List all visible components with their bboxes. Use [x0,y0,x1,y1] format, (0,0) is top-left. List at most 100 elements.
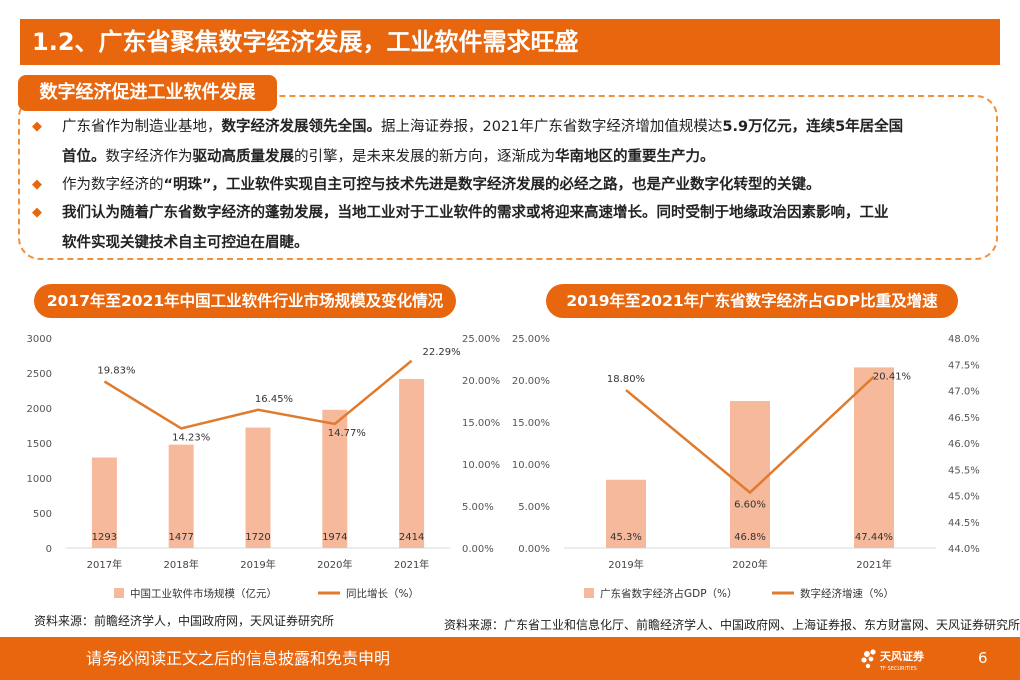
x-tick-label: 2018年 [163,558,198,571]
legend-line-label: 数字经济增速（%） [800,587,894,600]
legend-bar-label: 中国工业软件市场规模（亿元） [130,587,277,600]
y-right-tick-label: 44.0% [948,544,980,555]
y-right-tick-label: 20.00% [462,376,500,387]
bullet-text-run: 广东省作为制造业基地， [62,119,222,135]
y-left-tick-label: 5.00% [518,502,550,513]
y-right-tick-label: 0.00% [462,544,494,555]
bullet-text-run: 据上海证券报，2021年广东省数字经济增加值规模达 [381,119,723,135]
bullet-2-text: 作为数字经济的“明珠”，工业软件实现自主可控与技术先进是数字经济发展的必经之路，… [62,170,982,200]
x-tick-label: 2017年 [87,558,122,571]
footer-disclaimer: 请务必阅读正文之后的信息披露和免责申明 [86,649,391,668]
y-left-tick-label: 20.00% [512,376,550,387]
line-data-label: 19.83% [97,365,135,376]
bullet-3-line-2: 软件实现关键技术自主可控迫在眉睫。 [62,235,309,251]
y-right-tick-label: 46.5% [948,413,980,424]
bar [730,401,770,548]
bullet-text-run: “明珠”，工业软件实现自主可控与技术先进是数字经济发展的必经之路，也是产业数字化… [163,177,821,193]
diamond-icon: ◆ [32,177,42,192]
bullet-3-text: 我们认为随着广东省数字经济的蓬勃发展，当地工业对于工业软件的需求或将迎来高速增长… [62,198,982,258]
legend-bar-swatch [114,588,124,598]
line-data-label: 14.23% [172,432,210,443]
bullet-text-run: 作为数字经济的 [62,177,164,193]
bullet-text-run: 首位。 [62,149,106,165]
bar-data-label: 1293 [92,532,117,543]
bullet-text-run: 5.9万亿元，连续5年居全国 [722,119,904,135]
bullet-text-run: 数字经济作为 [105,149,193,165]
chart-2-title-pill: 2019年至2021年广东省数字经济占GDP比重及增速 [546,284,958,318]
y-right-tick-label: 48.0% [948,334,980,345]
bar [168,444,194,548]
line-data-label: 6.60% [734,500,766,511]
bullet-1-line-2: 首位。数字经济作为驱动高质量发展的引擎，是未来发展的新方向，逐渐成为华南地区的重… [62,149,715,165]
bullet-text-run: 华南地区的重要生产力。 [555,149,715,165]
bar-data-label: 1974 [322,532,347,543]
y-left-tick-label: 3000 [27,334,52,345]
bar-data-label: 2414 [399,532,424,543]
y-left-tick-label: 2500 [27,369,52,380]
diamond-icon: ◆ [32,205,42,220]
y-left-tick-label: 1500 [27,439,52,450]
bullet-item-2: ◆ 作为数字经济的“明珠”，工业软件实现自主可控与技术先进是数字经济发展的必经之… [32,170,982,200]
y-right-tick-label: 10.00% [462,460,500,471]
bar [399,379,425,548]
footer-bar: 请务必阅读正文之后的信息披露和免责申明 6 [0,637,1020,680]
bar-data-label: 46.8% [734,532,766,543]
bar [606,479,646,548]
chart-1-title-pill: 2017年至2021年中国工业软件行业市场规模及变化情况 [34,284,456,318]
bullet-1-text: 广东省作为制造业基地，数字经济发展领先全国。据上海证券报，2021年广东省数字经… [62,112,982,172]
bullet-2-line-1: 作为数字经济的“明珠”，工业软件实现自主可控与技术先进是数字经济发展的必经之路，… [62,177,821,193]
y-left-tick-label: 15.00% [512,418,550,429]
y-right-tick-label: 46.0% [948,439,980,450]
y-right-tick-label: 45.5% [948,465,980,476]
bullet-text-run: 软件实现关键技术自主可控迫在眉睫。 [62,235,309,251]
y-left-tick-label: 0.00% [518,544,550,555]
chart-2-title: 2019年至2021年广东省数字经济占GDP比重及增速 [566,292,938,310]
x-tick-label: 2019年 [240,558,275,571]
bullet-text-run: 的引擎，是未来发展的新方向，逐渐成为 [294,149,555,165]
section-label: 数字经济促进工业软件发展 [18,75,277,111]
x-tick-label: 2020年 [317,558,352,571]
bullet-item-3: ◆ 我们认为随着广东省数字经济的蓬勃发展，当地工业对于工业软件的需求或将迎来高速… [32,198,982,258]
bullet-item-1: ◆ 广东省作为制造业基地，数字经济发展领先全国。据上海证券报，2021年广东省数… [32,112,982,172]
y-left-tick-label: 0 [46,544,52,555]
bar [854,367,894,548]
line-data-label: 20.41% [873,372,911,383]
title-bar: 1.2、广东省聚焦数字经济发展，工业软件需求旺盛 [20,19,1000,65]
bar [245,427,271,548]
flower-icon [861,649,876,669]
chart-1-title: 2017年至2021年中国工业软件行业市场规模及变化情况 [46,292,444,310]
y-right-tick-label: 47.5% [948,360,980,371]
y-left-tick-label: 25.00% [512,334,550,345]
bullet-1-line-1: 广东省作为制造业基地，数字经济发展领先全国。据上海证券报，2021年广东省数字经… [62,119,903,135]
bullet-text-run: 驱动高质量发展 [192,149,295,165]
x-tick-label: 2021年 [856,558,891,571]
chart-1-source: 资料来源：前瞻经济学人，中国政府网，天风证券研究所 [34,614,335,628]
y-left-tick-label: 1000 [27,474,52,485]
y-right-tick-label: 45.0% [948,492,980,503]
y-right-tick-label: 25.00% [462,334,500,345]
bullet-text-run: 我们认为随着广东省数字经济的蓬勃发展，当地工业对于工业软件的需求或将迎来高速增长… [62,205,889,221]
page-title: 1.2、广东省聚焦数字经济发展，工业软件需求旺盛 [32,28,579,56]
line-data-label: 16.45% [255,394,293,405]
legend-bar-swatch [584,588,594,598]
page-number: 6 [978,649,988,667]
legend-bar-label: 广东省数字经济占GDP（%） [600,587,738,600]
x-tick-label: 2020年 [732,558,767,571]
y-right-tick-label: 5.00% [462,502,494,513]
bar [322,409,348,548]
bar-data-label: 1477 [168,532,193,543]
x-tick-label: 2019年 [608,558,643,571]
bar-data-label: 45.3% [610,532,642,543]
chart-2: 0.00% 5.00% 10.00% 15.00% 20.00% 25.00% 44.0% 4… [512,334,980,600]
diamond-icon: ◆ [32,119,42,134]
bar-data-label: 47.44% [855,532,893,543]
line-data-label: 22.29% [423,347,461,358]
line-data-label: 18.80% [607,374,645,385]
summary-box [18,95,998,260]
y-right-tick-label: 47.0% [948,387,980,398]
chart-2-source: 资料来源：广东省工业和信息化厅、前瞻经济学人、中国政府网、上海证券报、东方财富网… [444,618,1020,632]
logo-text: 天风证券 [880,649,925,663]
chart-1: 0 500 1000 1500 2000 2500 3000 0.00% 5.00% 10.00%… [27,334,500,600]
series-line [625,375,875,495]
y-left-tick-label: 2000 [27,404,52,415]
